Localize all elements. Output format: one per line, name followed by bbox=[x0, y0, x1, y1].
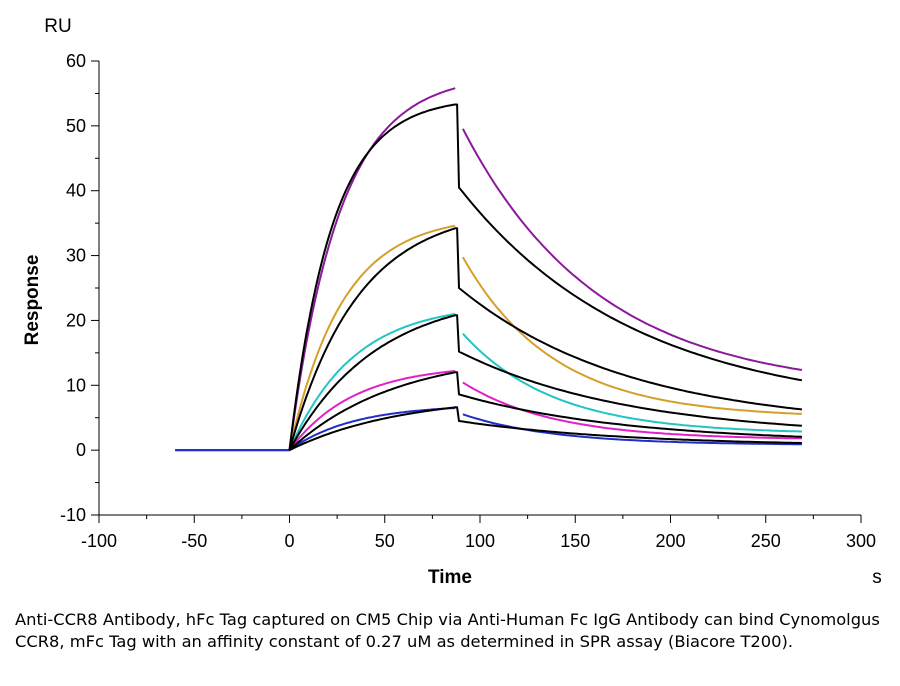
y-tick-label: 30 bbox=[66, 246, 86, 266]
y-tick-label: 20 bbox=[66, 310, 86, 330]
x-tick-label: 150 bbox=[560, 531, 590, 551]
series-line bbox=[175, 87, 456, 452]
y-tick-label: 60 bbox=[66, 51, 86, 71]
measured-curve-4 bbox=[175, 370, 802, 452]
y-axis-unit: RU bbox=[44, 16, 71, 37]
series-line bbox=[288, 314, 802, 451]
x-tick-label: -100 bbox=[81, 531, 117, 551]
series-line bbox=[462, 256, 802, 415]
series-line bbox=[462, 333, 802, 433]
series-line bbox=[462, 128, 803, 371]
sensorgram-chart: -100 -50 0 50 100 150 200 250 300-10010203040506… bbox=[22, 16, 882, 588]
y-tick-label: 0 bbox=[76, 440, 86, 460]
x-axis-unit: s bbox=[872, 567, 882, 588]
x-tick-label: 250 bbox=[751, 531, 781, 551]
x-tick-label: 200 bbox=[655, 531, 685, 551]
x-axis-title: Time bbox=[428, 567, 472, 588]
series-line bbox=[289, 406, 802, 452]
fit-curve-7 bbox=[288, 227, 803, 451]
y-tick-label: 40 bbox=[66, 181, 86, 201]
y-tick-label: 10 bbox=[66, 375, 86, 395]
x-tick-label: 300 bbox=[846, 531, 876, 551]
measured-curve-3 bbox=[175, 312, 802, 452]
series-line bbox=[175, 224, 456, 452]
y-tick-label: -10 bbox=[60, 505, 86, 525]
series-line bbox=[288, 371, 802, 451]
series-line bbox=[288, 103, 803, 451]
x-tick-label: -50 bbox=[181, 531, 207, 551]
x-tick-label: 0 bbox=[284, 531, 294, 551]
fit-curve-9 bbox=[288, 371, 802, 451]
measured-curve-5 bbox=[175, 407, 802, 452]
figure-caption: Anti-CCR8 Antibody, hFc Tag captured on … bbox=[15, 610, 880, 651]
series-line bbox=[175, 407, 456, 452]
fit-curve-6 bbox=[288, 103, 803, 451]
axes: -100 -50 0 50 100 150 200 250 300-10010203040506… bbox=[60, 51, 876, 551]
y-axis-title: Response bbox=[22, 255, 43, 346]
y-tick-label: 50 bbox=[66, 116, 86, 136]
x-tick-label: 50 bbox=[375, 531, 395, 551]
fit-curve-10 bbox=[289, 406, 802, 452]
fit-curve-8 bbox=[288, 314, 802, 451]
series-line bbox=[288, 227, 803, 451]
x-tick-label: 100 bbox=[465, 531, 495, 551]
plot-area bbox=[175, 87, 803, 452]
